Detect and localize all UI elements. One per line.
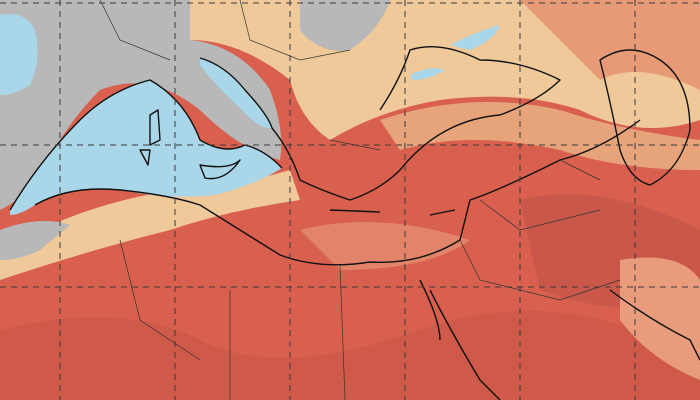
dust-transition	[520, 0, 700, 90]
coastline	[34, 119, 641, 266]
dust-light-patch	[300, 222, 470, 270]
no-data-land	[300, 0, 390, 51]
dust-light-patch	[620, 257, 700, 380]
bay-of-biscay	[0, 14, 38, 95]
dust-transition	[380, 102, 700, 170]
island-coast	[139, 109, 456, 216]
no-data-land	[0, 0, 282, 210]
no-data-land	[0, 221, 70, 260]
low-dust-area	[0, 170, 300, 280]
mediterranean-sea	[10, 80, 282, 215]
coastline	[199, 45, 561, 201]
adriatic-sea	[200, 58, 272, 129]
caspian-coast	[599, 49, 691, 186]
black-sea	[410, 25, 500, 80]
